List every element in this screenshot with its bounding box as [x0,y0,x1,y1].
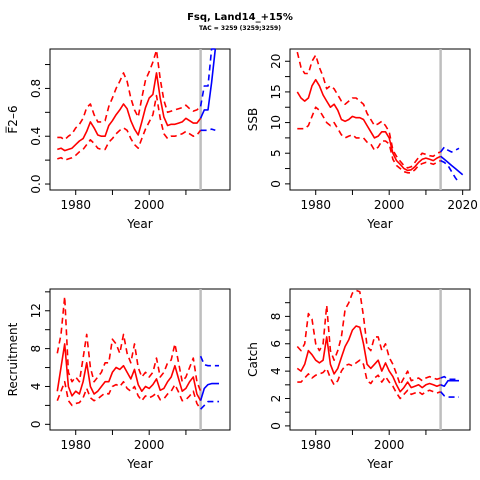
y-tick-label: 0 [269,422,283,430]
y-tick-label: 10 [269,115,283,130]
figure-title: Fsq, Land14_+15% [187,12,293,23]
x-axis-label: Year [366,217,392,231]
panel-bottom-left: 1980 2000 0 4 8 12 Year Recruitment [6,288,231,471]
projection-upper-line [199,355,219,367]
y-tick-label: 0 [269,180,283,188]
history-median-line [57,72,202,152]
x-tick-label: 1980 [60,198,91,212]
x-tick-label: 1980 [300,438,331,452]
projection-upper-line [439,146,460,153]
y-tick-label: 12 [29,303,43,318]
y-axis-label: F̅2–6 [5,105,20,133]
y-tick-label: 5 [269,149,283,157]
y-tick-label: 8 [269,313,283,321]
projection-lower-line [440,159,460,184]
history-median-line [296,78,441,172]
y-tick-label: 15 [269,84,283,99]
history-upper-line [57,49,202,141]
panel-top-right: 1980 2000 2020 0 5 10 15 20 Year SSB [246,48,478,231]
history-median-line [296,325,441,393]
y-axis-label: Recruitment [6,322,20,396]
history-median-line [56,343,202,402]
x-tick-label: 2000 [134,438,165,452]
projection-upper-line [440,375,459,381]
y-tick-label: 4 [269,367,283,375]
projection-lower-line [200,128,216,132]
plot-frame [49,288,231,431]
y-tick-label: 6 [269,340,283,348]
x-tick-label: 2020 [447,198,478,212]
projection-median-line [199,48,217,119]
projection-upper-line [199,48,216,107]
x-tick-label: 2000 [134,198,165,212]
y-tick-label: 4 [29,383,43,391]
history-lower-line [297,106,441,174]
y-tick-label: 8 [29,345,43,353]
x-tick-label: 2000 [374,198,405,212]
y-tick-label: 0.8 [29,79,43,98]
projection-median-line [440,155,464,176]
history-upper-line [296,289,441,386]
y-axis-label: Catch [246,342,260,377]
x-axis-label: Year [366,457,392,471]
panel-top-left: 1980 2000 0.0 0.4 0.8 Year F̅2–6 [5,48,231,231]
projection-lower-line [200,400,219,410]
x-tick-label: 1980 [300,198,331,212]
y-tick-label: 0.0 [29,174,43,193]
plot-frame [289,288,471,431]
x-axis-label: Year [126,457,152,471]
y-tick-label: 0.4 [29,127,43,146]
x-tick-label: 2000 [374,438,405,452]
history-upper-line [56,295,202,392]
history-lower-line [57,94,202,161]
history-upper-line [296,51,441,169]
plot-frame [289,48,471,191]
panel-bottom-right: 1980 2000 0 2 4 6 8 Year Catch [246,288,471,471]
y-tick-label: 0 [29,421,43,429]
history-lower-line [297,359,441,400]
x-tick-label: 1980 [60,438,91,452]
y-tick-label: 2 [269,395,283,403]
x-axis-label: Year [126,217,152,231]
history-lower-line [56,380,202,410]
plot-frame [49,48,231,191]
y-axis-label: SSB [246,108,260,131]
projection-lower-line [440,391,459,398]
projection-median-line [199,382,219,401]
y-tick-label: 20 [269,54,283,69]
projection-median-line [440,379,459,388]
figure-subtitle: TAC = 3259 (3259;3259) [199,25,281,32]
